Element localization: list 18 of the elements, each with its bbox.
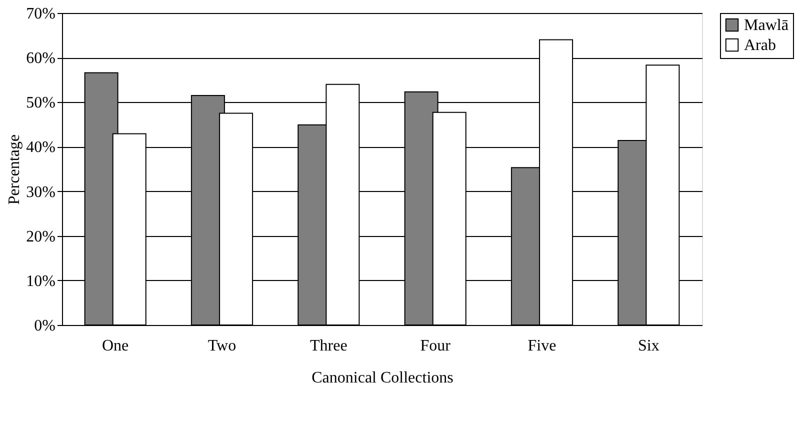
x-tick-label: Four [420,338,452,354]
y-axis-title: Percentage [6,134,24,205]
x-tick-label: Two [208,338,236,354]
y-tick-label: 0% [34,318,56,334]
x-tick-label: Five [528,338,556,354]
y-tick-label: 40% [26,139,56,156]
legend-label: Arab [744,37,776,54]
y-tick-label: 20% [26,228,56,246]
y-tick-label: 60% [26,50,56,68]
y-tick-label: 70% [26,6,56,22]
x-axis-title: Canonical Collections [312,370,454,386]
y-tick-label: 50% [26,94,56,112]
x-tick-label: One [102,338,129,354]
x-tick-label: Six [638,338,660,354]
y-tick-label: 10% [26,272,56,290]
legend-label: Mawlā [744,17,788,34]
x-tick-label: Three [310,338,348,354]
y-tick-label: 30% [26,184,56,201]
